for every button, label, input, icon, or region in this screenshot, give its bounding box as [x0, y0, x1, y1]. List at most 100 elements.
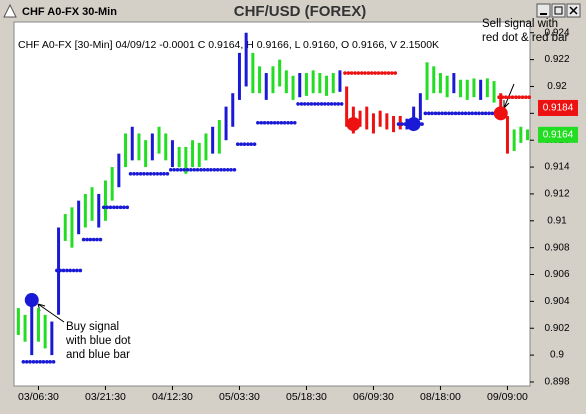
stop-dot — [286, 120, 290, 125]
stop-dot — [262, 120, 267, 125]
stop-dot — [142, 171, 146, 176]
stop-dot — [390, 71, 394, 75]
x-tick-label: 05/18:30 — [286, 391, 327, 403]
stop-dot — [500, 95, 505, 100]
stop-dot — [192, 167, 197, 172]
stop-dot — [396, 122, 401, 126]
stop-dot — [426, 111, 431, 116]
stop-dot — [165, 171, 170, 176]
stop-dot — [269, 120, 274, 125]
stop-dot — [366, 71, 371, 75]
stop-dot — [527, 95, 532, 100]
stop-dot — [246, 142, 250, 147]
stop-dot — [135, 171, 140, 176]
stop-dot — [45, 360, 49, 364]
stop-dot — [202, 167, 207, 172]
stop-dot — [403, 122, 408, 126]
stop-dot — [279, 120, 284, 125]
stop-dot — [299, 102, 304, 106]
stop-dot — [353, 71, 357, 75]
stop-dot — [185, 167, 190, 172]
window-title: CHF A0-FX 30-Min — [22, 6, 117, 18]
x-tick-label: 03/21:30 — [85, 391, 126, 403]
stop-dot — [219, 167, 223, 172]
annotation: with blue dot — [65, 335, 131, 347]
stop-dot — [490, 111, 495, 116]
stop-dot — [306, 102, 310, 106]
stop-dot — [292, 120, 297, 125]
y-tick-label: 0.912 — [544, 189, 569, 200]
stop-dot — [302, 102, 307, 106]
stop-dot — [282, 120, 287, 125]
stop-dot — [34, 360, 39, 364]
x-tick-label: 08/18:00 — [420, 391, 461, 403]
stop-dot — [112, 205, 116, 210]
stop-dot — [393, 71, 398, 75]
stop-dot — [71, 268, 76, 273]
stop-dot — [101, 205, 106, 210]
stop-dot — [296, 102, 300, 106]
stop-dot — [162, 171, 166, 176]
price-tag-label: 0.9164 — [543, 129, 574, 140]
stop-dot — [252, 142, 257, 147]
stop-dot — [41, 360, 46, 364]
stop-dot — [199, 167, 203, 172]
stop-dot — [98, 237, 103, 242]
stop-dot — [467, 111, 471, 116]
y-tick-label: 0.91 — [547, 215, 567, 226]
price-tag — [538, 126, 578, 143]
minimize-button[interactable] — [536, 3, 551, 18]
stop-dot — [276, 120, 280, 125]
y-tick-label: 0.9 — [550, 350, 564, 361]
y-tick-label: 0.924 — [544, 27, 569, 38]
y-tick-label: 0.906 — [544, 269, 569, 280]
stop-dot — [81, 237, 86, 242]
stop-dot — [483, 111, 488, 116]
stop-dot — [520, 95, 525, 100]
x-tick-label: 03/06:30 — [18, 391, 59, 403]
stop-dot — [108, 205, 113, 210]
stop-dot — [65, 268, 69, 273]
stop-dot — [436, 111, 441, 116]
y-tick-label: 0.92 — [547, 81, 567, 92]
stop-dot — [182, 167, 186, 172]
stop-dot — [195, 167, 200, 172]
stop-dot — [517, 95, 521, 100]
stop-dot — [346, 71, 351, 75]
stop-dot — [453, 111, 458, 116]
stop-dot — [359, 71, 364, 75]
stop-dot — [363, 71, 367, 75]
maximize-button[interactable] — [551, 3, 566, 18]
stop-dot — [229, 167, 233, 172]
stop-dot — [510, 95, 515, 100]
x-tick-label: 06/09:30 — [353, 391, 394, 403]
stop-dot — [329, 102, 334, 106]
stop-dot — [463, 111, 468, 116]
annotation: and blue bar — [66, 349, 130, 361]
stop-dot — [209, 167, 213, 172]
stop-dot — [473, 111, 478, 116]
annotation: red dot & red bar — [482, 32, 568, 44]
stop-dot — [447, 111, 451, 116]
stop-dot — [225, 167, 230, 172]
stop-dot — [24, 360, 29, 364]
y-tick-label: 0.902 — [544, 323, 569, 334]
stop-dot — [152, 171, 156, 176]
annotation: Buy signal — [66, 321, 119, 333]
stop-dot — [433, 111, 438, 116]
stop-dot — [75, 268, 79, 273]
stop-dot — [497, 95, 501, 100]
stop-dot — [339, 102, 344, 106]
stop-dot — [430, 111, 434, 116]
stop-dot — [326, 102, 331, 106]
stop-dot — [343, 71, 347, 75]
stop-dot — [28, 360, 32, 364]
stop-dot — [122, 205, 126, 210]
stop-dot — [460, 111, 465, 116]
app-icon — [3, 3, 17, 18]
stop-dot — [38, 360, 42, 364]
stop-dot — [336, 102, 341, 106]
stop-dot — [48, 360, 52, 364]
y-tick-label: 0.898 — [544, 377, 569, 388]
close-glyph — [569, 6, 578, 15]
